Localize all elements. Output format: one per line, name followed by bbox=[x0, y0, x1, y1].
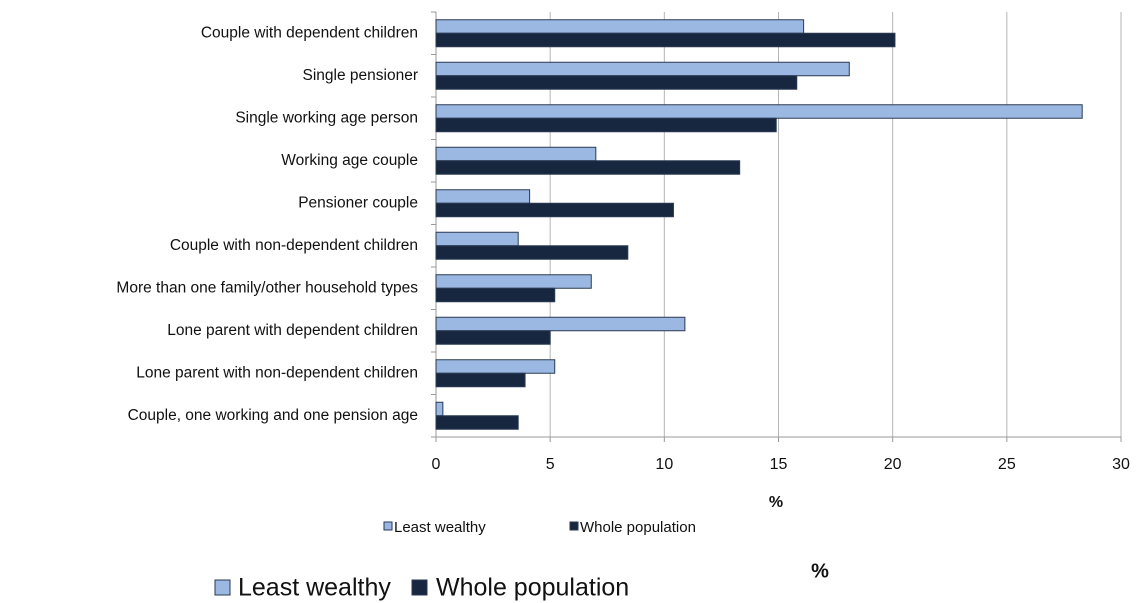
x-tick-label: 15 bbox=[770, 456, 788, 473]
bar bbox=[435, 160, 741, 175]
bar bbox=[435, 316, 686, 332]
y-tick-label: Couple with dependent children bbox=[201, 24, 418, 41]
bar bbox=[435, 401, 444, 417]
x-axis-label: % bbox=[769, 494, 783, 511]
bar bbox=[435, 231, 519, 247]
bar bbox=[435, 359, 556, 374]
y-tick-label: Lone parent with non-dependent children bbox=[136, 364, 418, 381]
bar bbox=[435, 415, 519, 430]
bar bbox=[435, 287, 556, 303]
bar bbox=[435, 19, 805, 34]
y-tick-label: Single working age person bbox=[235, 109, 418, 126]
x-tick-label: 20 bbox=[884, 456, 902, 473]
bar bbox=[435, 274, 592, 289]
x-axis-label-large: % bbox=[811, 560, 829, 582]
y-tick-label: Working age couple bbox=[281, 152, 418, 169]
legend-label: Least wealthy bbox=[394, 519, 486, 536]
legend-swatch-large bbox=[411, 579, 428, 596]
bar bbox=[435, 61, 850, 77]
y-tick-label: Pensioner couple bbox=[298, 194, 418, 211]
bar bbox=[435, 202, 674, 218]
y-tick-label: More than one family/other household typ… bbox=[116, 279, 418, 296]
bar bbox=[435, 146, 597, 162]
y-tick-label: Couple, one working and one pension age bbox=[128, 407, 418, 424]
bar bbox=[435, 372, 526, 388]
bar bbox=[435, 117, 777, 133]
legend-swatch bbox=[569, 521, 579, 531]
bar bbox=[435, 32, 896, 48]
legend-label-large: Least wealthy bbox=[238, 574, 391, 602]
bar bbox=[435, 75, 798, 90]
bar bbox=[435, 189, 531, 204]
bar bbox=[435, 245, 629, 260]
legend-swatch bbox=[383, 521, 393, 531]
legend-swatch-large bbox=[214, 579, 231, 596]
x-tick-label: 0 bbox=[432, 456, 441, 473]
x-tick-label: 25 bbox=[998, 456, 1016, 473]
legend-label-large: Whole population bbox=[436, 574, 629, 602]
x-tick-label: 30 bbox=[1112, 456, 1130, 473]
legend-label: Whole population bbox=[580, 519, 696, 536]
y-tick-label: Couple with non-dependent children bbox=[170, 237, 418, 254]
x-tick-label: 5 bbox=[546, 456, 555, 473]
x-tick-label: 10 bbox=[655, 456, 673, 473]
y-tick-label: Lone parent with dependent children bbox=[167, 322, 418, 339]
y-tick-label: Single pensioner bbox=[303, 67, 418, 84]
bar bbox=[435, 104, 1083, 119]
bar bbox=[435, 330, 551, 345]
